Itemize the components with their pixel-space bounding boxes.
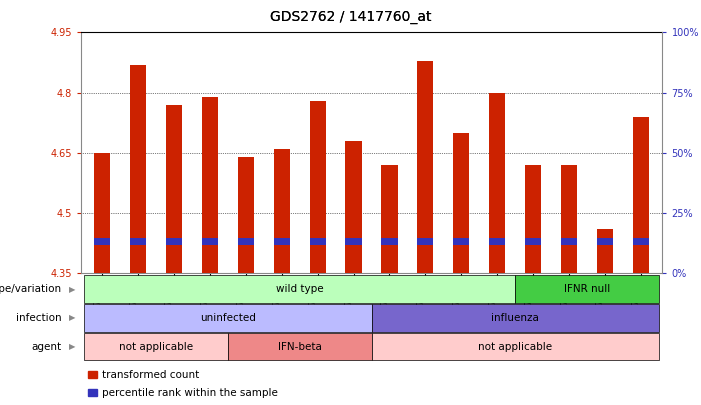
Text: IFNR null: IFNR null — [564, 284, 610, 294]
Text: GDS2762 / 1417760_at: GDS2762 / 1417760_at — [270, 10, 431, 24]
Bar — [202, 238, 218, 245]
Bar — [454, 238, 470, 245]
Bar — [310, 101, 326, 273]
Text: IFN-beta: IFN-beta — [278, 342, 322, 352]
Bar — [381, 165, 397, 273]
Bar — [597, 229, 613, 273]
Bar — [633, 117, 649, 273]
Bar — [273, 238, 290, 245]
Text: agent: agent — [32, 342, 62, 352]
Text: ▶: ▶ — [69, 342, 75, 351]
Text: not applicable: not applicable — [119, 342, 193, 352]
Bar — [561, 165, 577, 273]
Text: infection: infection — [16, 313, 62, 323]
Bar — [633, 238, 649, 245]
Bar — [94, 153, 110, 273]
Bar — [238, 157, 254, 273]
Bar — [417, 60, 433, 273]
Bar — [561, 238, 577, 245]
Bar — [238, 238, 254, 245]
Text: not applicable: not applicable — [478, 342, 552, 352]
Bar — [130, 238, 147, 245]
Bar — [417, 238, 433, 245]
Text: transformed count: transformed count — [102, 370, 200, 379]
Bar — [489, 93, 505, 273]
Text: influenza: influenza — [491, 313, 539, 323]
Bar — [346, 238, 362, 245]
Bar — [525, 238, 541, 245]
Bar — [381, 238, 397, 245]
Bar — [130, 64, 147, 273]
Text: ▶: ▶ — [69, 313, 75, 322]
Text: wild type: wild type — [276, 284, 324, 294]
Bar — [166, 238, 182, 245]
Text: GDS2762 / 1417760_at: GDS2762 / 1417760_at — [270, 10, 431, 24]
Bar — [525, 165, 541, 273]
Bar — [94, 238, 110, 245]
Text: percentile rank within the sample: percentile rank within the sample — [102, 388, 278, 398]
Bar — [310, 238, 326, 245]
Text: ▶: ▶ — [69, 285, 75, 294]
Text: genotype/variation: genotype/variation — [0, 284, 62, 294]
Bar — [166, 105, 182, 273]
Bar — [273, 149, 290, 273]
Bar — [489, 238, 505, 245]
Text: uninfected: uninfected — [200, 313, 256, 323]
Bar — [202, 97, 218, 273]
Bar — [454, 133, 470, 273]
Bar — [346, 141, 362, 273]
Bar — [597, 238, 613, 245]
